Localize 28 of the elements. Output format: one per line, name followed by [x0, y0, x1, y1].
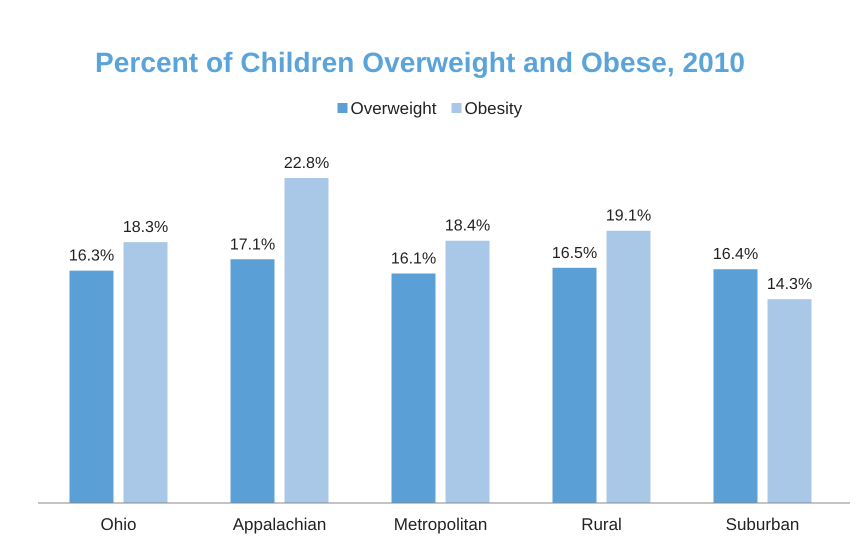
x-tick-label: Rural: [581, 515, 622, 534]
x-tick-label: Appalachian: [232, 515, 326, 534]
data-label: 19.1%: [606, 208, 652, 225]
bar: [552, 268, 596, 503]
x-tick-label: Suburban: [726, 515, 800, 534]
legend-label: Overweight: [350, 99, 437, 118]
data-label: 16.4%: [712, 246, 758, 264]
bar: [124, 242, 168, 503]
bar: [284, 178, 328, 503]
bar: [768, 299, 812, 503]
bar: [606, 230, 650, 503]
data-label: 18.4%: [444, 218, 490, 235]
data-label: 22.8%: [284, 155, 330, 172]
bar: [230, 259, 274, 503]
data-label: 14.3%: [766, 276, 812, 294]
bar: [392, 274, 436, 503]
x-tick-label: Metropolitan: [394, 515, 488, 534]
data-label: 16.5%: [552, 244, 598, 262]
data-label: 17.1%: [230, 236, 276, 254]
legend-label: Obesity: [464, 99, 523, 118]
chart-title: Percent of Children Overweight and Obese, 2010: [95, 47, 745, 78]
bar: [714, 269, 758, 503]
x-tick-label: Ohio: [100, 515, 136, 534]
data-label: 18.3%: [122, 219, 168, 236]
bar: [70, 270, 114, 503]
bar: [446, 240, 490, 503]
data-label: 16.3%: [68, 248, 114, 265]
data-label: 16.1%: [390, 250, 436, 268]
